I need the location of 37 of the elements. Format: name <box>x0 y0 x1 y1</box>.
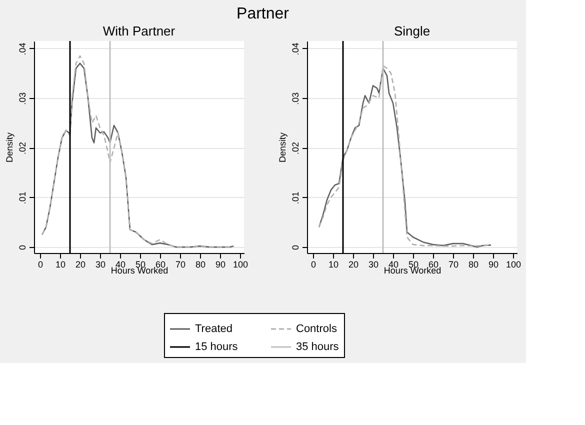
legend-label: Treated <box>195 323 233 335</box>
y-tick-label: .04 <box>18 42 28 56</box>
x-tick-label: 0 <box>310 260 316 270</box>
y-tick-label: .04 <box>290 42 300 56</box>
legend-label: 15 hours <box>195 341 238 353</box>
x-tick-label: 90 <box>488 260 499 270</box>
y-tick-label: .03 <box>290 92 300 105</box>
y-axis-title: Density <box>278 132 288 163</box>
chart-subtitle: With Partner <box>102 23 176 38</box>
x-tick-label: 90 <box>215 260 226 270</box>
x-tick-label: 10 <box>328 260 339 270</box>
chart-title: Partner <box>236 5 290 22</box>
y-tick-label: 0 <box>18 245 28 250</box>
x-tick-label: 80 <box>195 260 206 270</box>
x-tick-label: 60 <box>155 260 166 270</box>
y-axis-title: Density <box>4 132 14 163</box>
x-tick-label: 20 <box>348 260 359 270</box>
x-tick-label: 20 <box>75 260 86 270</box>
x-tick-label: 0 <box>38 260 44 270</box>
y-tick-label: .01 <box>18 192 28 204</box>
x-tick-label: 70 <box>175 260 186 270</box>
x-tick-label: 100 <box>232 260 248 270</box>
x-tick-label: 70 <box>448 260 459 270</box>
y-tick-label: .01 <box>290 192 300 204</box>
y-tick-label: .02 <box>18 142 28 155</box>
y-tick-label: 0 <box>290 245 300 250</box>
x-tick-label: 30 <box>95 260 106 270</box>
y-tick-label: .02 <box>290 142 300 155</box>
legend-label: 35 hours <box>296 341 340 353</box>
x-tick-label: 10 <box>55 260 66 270</box>
x-tick-label: 30 <box>368 260 379 270</box>
x-tick-label: 80 <box>468 260 479 270</box>
legend-label: Controls <box>296 323 338 335</box>
x-tick-label: 100 <box>506 260 522 270</box>
chart-subtitle: Single <box>394 23 430 38</box>
x-tick-label: 60 <box>428 260 439 270</box>
y-tick-label: .03 <box>18 92 28 105</box>
